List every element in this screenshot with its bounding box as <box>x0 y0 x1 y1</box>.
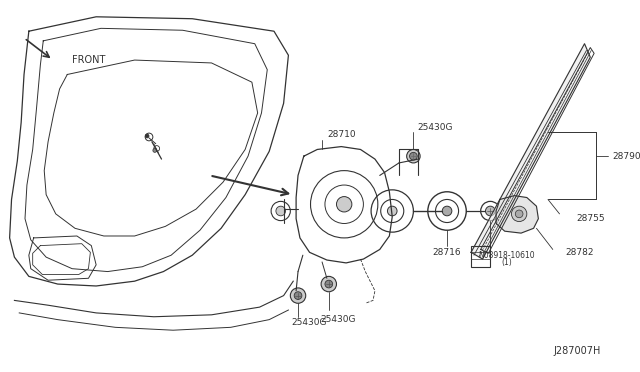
Circle shape <box>337 196 352 212</box>
Text: 28755: 28755 <box>577 214 605 223</box>
Text: J287007H: J287007H <box>554 346 601 356</box>
Polygon shape <box>471 44 590 259</box>
Circle shape <box>442 206 452 216</box>
Circle shape <box>511 206 527 222</box>
Circle shape <box>153 148 157 153</box>
Text: 28782: 28782 <box>565 248 594 257</box>
Text: 28716: 28716 <box>433 248 461 257</box>
Text: 25430G: 25430G <box>418 123 453 132</box>
Circle shape <box>325 280 333 288</box>
Text: 28790: 28790 <box>612 152 640 161</box>
Text: 28710: 28710 <box>327 129 356 139</box>
Circle shape <box>410 153 417 160</box>
Text: N08918-10610: N08918-10610 <box>478 251 535 260</box>
Circle shape <box>406 150 420 163</box>
Circle shape <box>145 134 149 138</box>
Text: (1): (1) <box>501 259 512 267</box>
Circle shape <box>321 276 337 292</box>
Text: 25430G: 25430G <box>321 315 356 324</box>
Circle shape <box>387 206 397 216</box>
Circle shape <box>486 206 495 216</box>
Circle shape <box>276 206 285 216</box>
Text: FRONT: FRONT <box>72 55 106 65</box>
Circle shape <box>515 210 523 218</box>
Polygon shape <box>496 196 538 233</box>
Circle shape <box>291 288 306 303</box>
Circle shape <box>294 292 302 299</box>
Text: 25430G: 25430G <box>292 318 327 327</box>
